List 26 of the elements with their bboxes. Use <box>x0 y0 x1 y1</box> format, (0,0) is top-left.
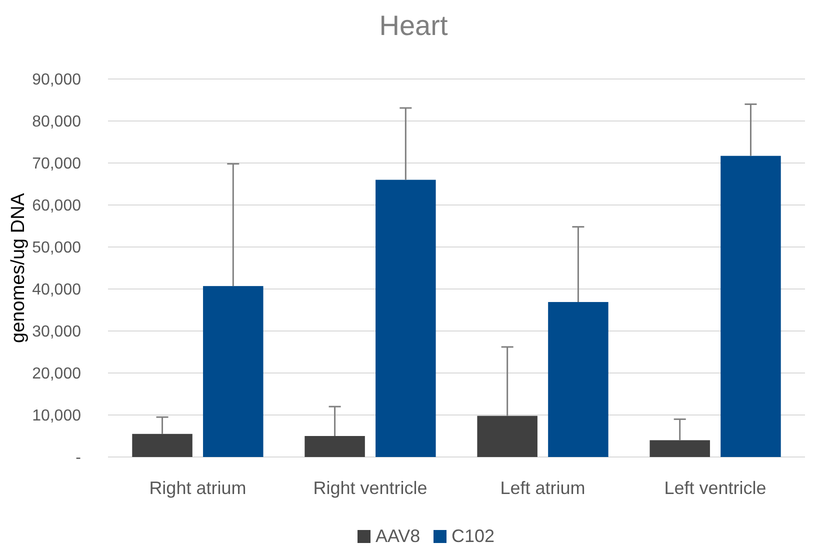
bar <box>132 434 192 457</box>
y-tick-label: 60,000 <box>32 198 82 215</box>
y-tick-label: 10,000 <box>32 408 82 425</box>
bar <box>376 180 436 457</box>
y-tick-label: 90,000 <box>32 72 82 89</box>
y-tick-label: 20,000 <box>32 366 82 383</box>
y-tick-label: 70,000 <box>32 156 82 173</box>
bar <box>477 416 538 457</box>
x-tick-label: Right ventricle <box>313 478 428 498</box>
y-tick-label: 30,000 <box>32 324 82 341</box>
chart-title: Heart <box>379 10 448 41</box>
bar <box>720 156 781 457</box>
x-tick-label: Left ventricle <box>664 478 766 498</box>
bar <box>203 286 264 457</box>
y-tick-label: - <box>76 450 81 467</box>
legend-label: C102 <box>452 526 495 546</box>
x-tick-label: Left atrium <box>500 478 586 498</box>
y-tick-label: 40,000 <box>32 282 82 299</box>
bar <box>304 436 365 457</box>
y-tick-label: 80,000 <box>32 114 82 131</box>
y-axis-title: genomes/ug DNA <box>8 192 29 343</box>
bar <box>548 302 608 457</box>
legend-label: AAV8 <box>376 526 420 546</box>
y-tick-label: 50,000 <box>32 240 82 257</box>
bar <box>650 440 710 457</box>
x-tick-label: Right atrium <box>149 478 246 498</box>
